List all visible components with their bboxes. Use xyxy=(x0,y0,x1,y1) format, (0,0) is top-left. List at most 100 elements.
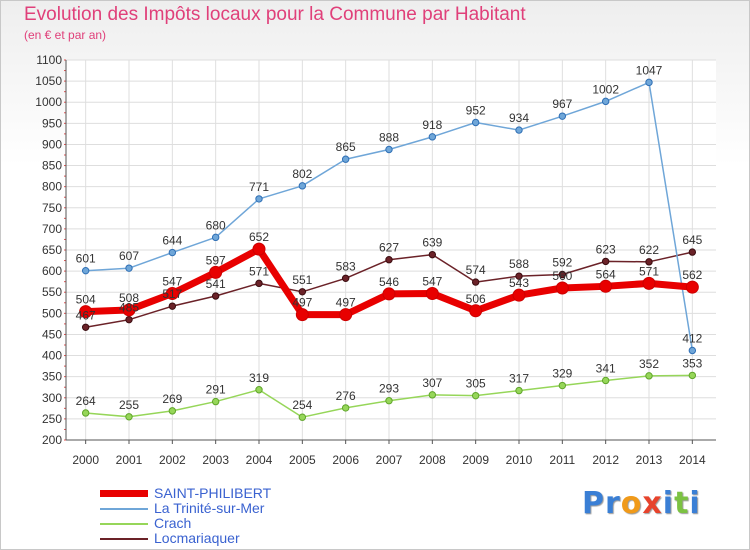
data-point-crach xyxy=(341,404,350,412)
data-label-locmariaquer: 485 xyxy=(119,301,139,315)
data-point-crach xyxy=(601,376,610,385)
data-point-la-trinit-sur-mer xyxy=(645,78,653,87)
logo-letter: i xyxy=(662,486,675,521)
data-label-la-trinit-sur-mer: 952 xyxy=(466,103,486,117)
data-label-la-trinit-sur-mer: 918 xyxy=(422,118,442,132)
logo-letter: i xyxy=(689,486,701,521)
x-tick-label: 2002 xyxy=(159,453,186,467)
data-label-locmariaquer: 645 xyxy=(682,233,702,247)
data-label-saint-philibert: 597 xyxy=(206,253,226,267)
data-label-locmariaquer: 551 xyxy=(292,273,312,287)
legend-label: Crach xyxy=(154,515,192,531)
data-point-locmariaquer xyxy=(428,250,437,259)
y-tick-label: 950 xyxy=(42,116,62,130)
data-point-saint-philibert xyxy=(642,276,656,290)
y-tick-label: 750 xyxy=(42,201,62,215)
y-tick-label: 1100 xyxy=(36,53,62,67)
data-label-saint-philibert: 547 xyxy=(422,274,442,288)
data-point-locmariaquer xyxy=(125,315,133,324)
data-point-saint-philibert xyxy=(79,305,93,319)
x-tick-label: 2013 xyxy=(636,453,663,467)
value-labels: 467 485 517 541 571 551 583 627 639 574 588 592 623 6… xyxy=(76,63,703,412)
legend-swatch xyxy=(100,507,148,510)
data-point-la-trinit-sur-mer xyxy=(515,126,523,134)
data-point-saint-philibert xyxy=(165,286,179,300)
data-label-la-trinit-sur-mer: 601 xyxy=(76,252,96,266)
legend-item: SAINT-PHILIBERT xyxy=(100,486,271,501)
y-tick-label: 250 xyxy=(42,412,62,426)
data-label-crach: 255 xyxy=(119,398,139,412)
data-point-la-trinit-sur-mer xyxy=(688,346,697,355)
y-tick-label: 700 xyxy=(42,222,62,236)
data-label-locmariaquer: 627 xyxy=(379,241,399,255)
data-label-la-trinit-sur-mer: 644 xyxy=(162,234,182,248)
data-point-crach xyxy=(515,386,523,395)
data-label-la-trinit-sur-mer: 1002 xyxy=(592,82,619,96)
data-label-crach: 307 xyxy=(422,376,442,390)
y-tick-label: 1050 xyxy=(35,74,62,88)
legend-label: SAINT-PHILIBERT xyxy=(154,485,272,501)
y-tick-label: 600 xyxy=(42,264,62,278)
data-label-locmariaquer: 583 xyxy=(336,259,356,273)
data-point-crach xyxy=(688,371,697,380)
data-point-la-trinit-sur-mer xyxy=(125,264,133,272)
x-tick-label: 2001 xyxy=(116,453,143,467)
data-point-crach xyxy=(211,397,220,406)
data-label-crach: 329 xyxy=(552,367,572,381)
data-point-la-trinit-sur-mer xyxy=(211,233,220,242)
data-label-locmariaquer: 517 xyxy=(162,287,182,301)
data-point-la-trinit-sur-mer xyxy=(601,97,610,106)
data-label-la-trinit-sur-mer: 607 xyxy=(119,249,139,263)
data-point-crach xyxy=(558,381,567,390)
proxiti-logo: Proxiti xyxy=(582,486,701,521)
data-label-saint-philibert: 506 xyxy=(466,292,486,306)
data-label-crach: 276 xyxy=(336,389,356,403)
data-point-locmariaquer xyxy=(558,270,567,279)
data-label-la-trinit-sur-mer: 1047 xyxy=(636,63,663,77)
x-tick-label: 2008 xyxy=(419,453,446,467)
data-point-locmariaquer xyxy=(645,258,653,266)
data-label-la-trinit-sur-mer: 967 xyxy=(552,97,572,111)
data-point-la-trinit-sur-mer xyxy=(81,266,90,275)
y-tick-label: 450 xyxy=(42,327,62,341)
x-tick-label: 2005 xyxy=(289,453,316,467)
series-points xyxy=(79,78,699,421)
data-point-saint-philibert xyxy=(555,281,569,295)
legend-item: La Trinité-sur-Mer xyxy=(100,501,271,516)
x-tick-label: 2012 xyxy=(592,453,619,467)
logo-letter: r xyxy=(605,486,621,521)
data-label-crach: 269 xyxy=(162,392,182,406)
data-label-saint-philibert: 560 xyxy=(552,269,572,283)
data-label-locmariaquer: 623 xyxy=(596,242,616,256)
y-tick-label: 650 xyxy=(42,243,62,257)
data-label-la-trinit-sur-mer: 802 xyxy=(292,167,312,181)
data-label-saint-philibert: 652 xyxy=(249,230,269,244)
data-label-crach: 291 xyxy=(206,383,226,397)
y-tick-label: 900 xyxy=(42,137,62,151)
x-tick-label: 2006 xyxy=(332,453,359,467)
data-point-locmariaquer xyxy=(385,256,393,264)
data-point-locmariaquer xyxy=(341,274,350,282)
data-point-saint-philibert xyxy=(382,287,396,301)
data-label-la-trinit-sur-mer: 771 xyxy=(249,180,269,194)
y-tick-label: 200 xyxy=(42,433,62,447)
logo-letter: t xyxy=(674,486,690,521)
data-point-la-trinit-sur-mer xyxy=(341,155,350,163)
data-point-locmariaquer xyxy=(168,302,177,310)
data-point-saint-philibert xyxy=(425,286,439,300)
chart-subtitle: (en € et par an) xyxy=(24,28,107,42)
data-label-saint-philibert: 508 xyxy=(119,291,139,305)
data-label-locmariaquer: 574 xyxy=(466,263,486,277)
data-point-locmariaquer xyxy=(255,279,263,288)
x-tick-label: 2000 xyxy=(72,453,99,467)
legend: SAINT-PHILIBERT La Trinité-sur-Mer Crach Lo… xyxy=(100,486,271,546)
data-label-crach: 352 xyxy=(639,357,659,371)
data-point-locmariaquer xyxy=(471,278,480,286)
data-label-crach: 341 xyxy=(596,361,616,375)
data-label-crach: 305 xyxy=(466,377,486,391)
data-point-saint-philibert xyxy=(122,303,136,317)
data-point-saint-philibert xyxy=(599,279,613,293)
legend-label: La Trinité-sur-Mer xyxy=(154,500,265,516)
x-tick-label: 2011 xyxy=(549,453,575,467)
data-label-saint-philibert: 562 xyxy=(682,268,702,282)
